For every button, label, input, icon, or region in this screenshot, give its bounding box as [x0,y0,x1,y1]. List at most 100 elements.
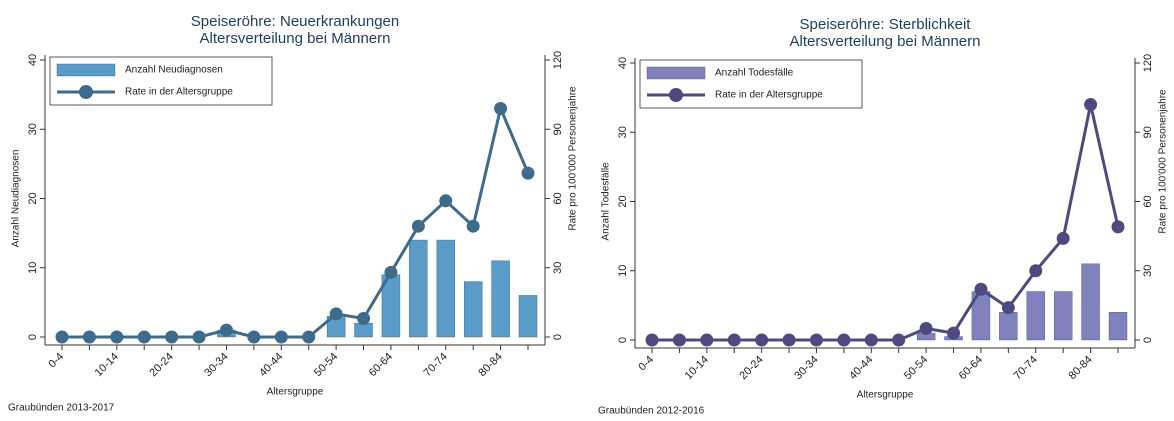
rate-marker [439,194,453,208]
y-tick-label: 0 [27,334,39,340]
legend-label: Anzahl Neudiagnosen [125,65,223,76]
chart-title: Speiseröhre: Neuerkrankungen [191,13,399,30]
bar [1053,291,1073,341]
legend-label: Rate in der Altersgruppe [715,90,823,101]
x-tick-label: 40-44 [257,351,285,379]
rate-marker [521,166,535,180]
chart: Speiseröhre: NeuerkrankungenAltersvertei… [8,13,579,414]
y2-tick-label: 90 [1142,126,1154,138]
x-axis-label: Altersgruppe [267,387,324,398]
rate-marker [782,333,796,347]
bar [1108,312,1128,341]
x-tick-label: 60-64 [367,351,395,379]
x-tick-label: 70-74 [422,351,450,379]
legend-label: Rate in der Altersgruppe [125,87,233,98]
legend-swatch [79,85,93,99]
rate-marker [274,330,288,344]
rate-marker [411,219,425,233]
x-axis-label: Altersgruppe [857,390,914,401]
x-tick-label: 50-54 [902,354,930,382]
rate-marker [384,265,398,279]
bar [463,281,483,338]
rate-marker [892,333,906,347]
rate-marker [219,323,233,337]
x-tick-label: 40-44 [847,354,875,382]
bar [999,312,1018,341]
rate-marker [727,333,741,347]
y2-tick-label: 30 [552,262,564,274]
chart-subtitle: Altersverteilung bei Männern [790,33,981,50]
chart-subtitle: Altersverteilung bei Männern [200,30,391,47]
y2-axis-label: Rate pro 100'000 Personenjahre [568,86,579,231]
rate-marker [1001,301,1015,315]
bar [354,322,373,338]
y-axis-label: Anzahl Neudiagnosen [11,150,22,248]
x-tick-label: 30-34 [202,351,230,379]
legend-swatch [56,63,116,77]
rate-marker [1029,264,1043,278]
rate-marker [329,307,343,321]
x-tick-label: 70-74 [1012,354,1040,382]
legend-swatch [646,66,706,80]
rate-marker [864,333,878,347]
y-tick-label: 10 [617,265,629,277]
bar [1081,263,1100,341]
x-tick-label: 10-14 [683,354,711,382]
bar [436,239,455,338]
rate-marker [919,321,933,335]
rate-line [652,104,1120,342]
rate-marker [672,333,686,347]
rate-marker [302,330,316,344]
bar [409,239,428,338]
rate-marker [645,333,659,347]
x-tick-label: 20-24 [147,351,175,379]
rate-marker [192,330,206,344]
x-tick-label: 10-14 [93,351,121,379]
y2-tick-label: 90 [552,123,564,135]
x-tick-label: 0-4 [636,354,656,374]
rate-marker [974,282,988,296]
x-tick-label: 30-34 [792,354,820,382]
bar [518,295,538,338]
x-tick-label: 20-24 [737,354,765,382]
y-tick-label: 0 [617,337,629,343]
y2-tick-label: 120 [552,51,564,69]
legend-label: Anzahl Todesfälle [715,68,794,79]
y2-tick-label: 0 [1142,337,1154,343]
rate-marker [837,333,851,347]
rate-marker [700,333,714,347]
y-tick-label: 10 [27,262,39,274]
x-tick-label: 0-4 [46,351,66,371]
source-note: Graubünden 2013-2017 [8,403,115,414]
bar [1026,291,1045,341]
legend: Anzahl Neudiagnosen Rate in der Altersgru… [49,56,273,106]
rate-marker [110,330,124,344]
legend: Anzahl Todesfälle Rate in der Altersgrupp… [639,59,863,109]
source-note: Graubünden 2012-2016 [598,406,705,416]
y-axis-label: Anzahl Todesfälle [601,162,612,241]
rate-marker [494,101,508,115]
rate-marker [137,330,151,344]
rate-marker [947,326,961,340]
x-tick-label: 80-84 [476,351,504,379]
chart-title: Speiseröhre: Sterblichkeit [800,16,972,33]
x-tick-label: 80-84 [1066,354,1094,382]
rate-marker [82,330,96,344]
chart: Speiseröhre: SterblichkeitAltersverteilu… [598,16,1169,417]
x-tick-label: 60-64 [957,354,985,382]
y2-tick-label: 30 [1142,265,1154,277]
y-tick-label: 30 [617,126,629,138]
rate-marker [165,330,179,344]
y2-tick-label: 0 [552,334,564,340]
rate-marker [466,219,480,233]
y2-axis-label: Rate pro 100'000 Personenjahre [1158,89,1169,234]
y2-tick-label: 120 [1142,54,1154,72]
rate-marker [809,333,823,347]
rate-line [62,103,530,339]
rate-marker [755,333,769,347]
bar [491,260,510,338]
rate-marker [247,330,261,344]
y2-tick-label: 60 [552,192,564,204]
y-tick-label: 30 [27,123,39,135]
